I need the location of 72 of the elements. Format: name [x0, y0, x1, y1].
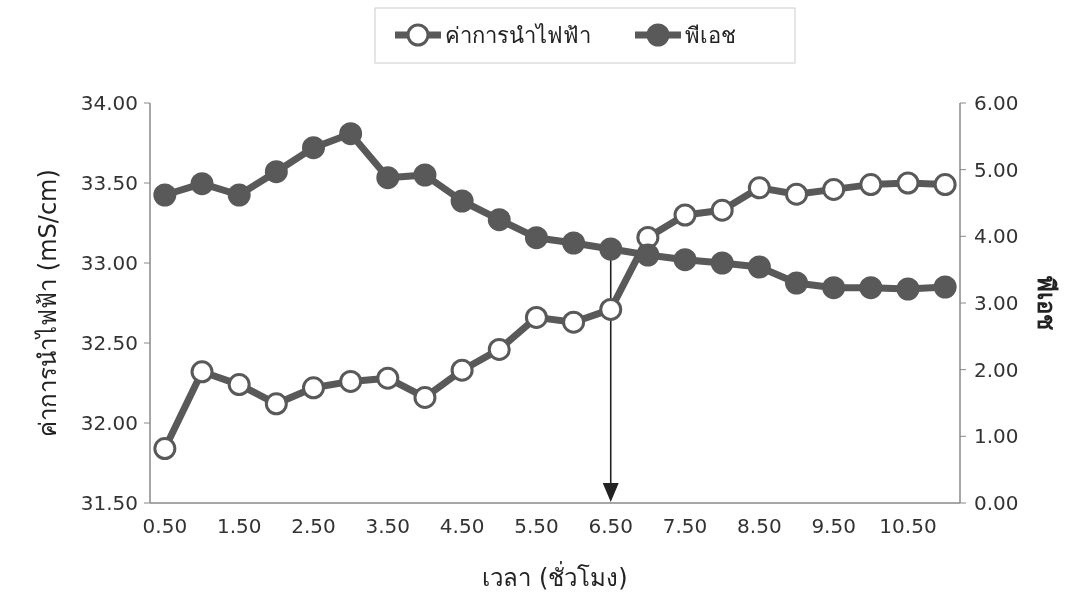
y-axis-title: ค่าการนำไฟฟ้า (mS/cm) [34, 169, 62, 437]
point [487, 337, 511, 361]
point [487, 208, 511, 232]
point [339, 122, 363, 146]
point [301, 376, 325, 400]
point [673, 248, 697, 272]
point [859, 173, 883, 197]
point [190, 172, 214, 196]
point [190, 360, 214, 384]
point [822, 276, 846, 300]
point [450, 358, 474, 382]
point [450, 189, 474, 213]
point [599, 297, 623, 321]
y2-tick-label: 4.00 [974, 224, 1019, 249]
point [673, 203, 697, 227]
point [562, 310, 586, 334]
x-tick-label: 6.50 [588, 514, 633, 538]
point [859, 276, 883, 300]
x-tick-label: 9.50 [811, 514, 856, 538]
y-tick-label: 31.50 [80, 491, 138, 515]
x-tick-label: 0.50 [142, 514, 188, 538]
point [636, 243, 660, 267]
point [301, 136, 325, 160]
point [376, 366, 400, 390]
y2-tick-label: 5.00 [974, 157, 1019, 182]
x-axis-title: เวลา (ชั่วโมง) [482, 561, 628, 592]
y-tick-label: 32.00 [80, 411, 138, 435]
point [264, 392, 288, 416]
x-tick-label: 4.50 [439, 514, 485, 538]
point [933, 173, 957, 197]
point [153, 183, 177, 207]
point [376, 166, 400, 190]
point [785, 271, 809, 295]
point [562, 231, 586, 255]
point [264, 160, 288, 184]
point [933, 275, 957, 299]
point [896, 277, 920, 301]
y2-tick-label: 3.00 [974, 291, 1019, 315]
y-tick-label: 33.50 [80, 171, 138, 195]
y2-axis-title: พีเอช [1032, 276, 1060, 330]
point [413, 385, 437, 409]
point [710, 251, 734, 275]
point [413, 163, 437, 187]
point [227, 373, 251, 397]
point [339, 369, 363, 393]
legend-label: ค่าการนำไฟฟ้า [445, 23, 591, 48]
x-tick-label: 3.50 [365, 514, 411, 538]
x-tick-label: 8.50 [737, 514, 782, 538]
y-tick-label: 33.00 [80, 251, 138, 275]
point [524, 226, 548, 250]
point [227, 183, 251, 207]
point [710, 198, 734, 222]
point [896, 171, 920, 195]
point [599, 237, 623, 261]
y-tick-label: 32.50 [80, 331, 138, 355]
point [524, 305, 548, 329]
x-tick-label: 5.50 [514, 514, 559, 538]
point [747, 255, 771, 279]
x-tick-label: 2.50 [291, 514, 336, 538]
y2-tick-label: 2.00 [974, 357, 1019, 382]
y2-tick-label: 6.00 [974, 91, 1019, 115]
y-tick-label: 34.00 [80, 91, 138, 115]
legend-label: พีเอช [685, 23, 736, 48]
x-tick-label: 10.50 [879, 514, 937, 538]
x-tick-label: 7.50 [662, 514, 708, 538]
point [822, 177, 846, 201]
point [747, 176, 771, 200]
y2-tick-label: 1.00 [974, 424, 1019, 449]
y2-tick-label: 0.00 [974, 491, 1019, 515]
point [153, 437, 177, 461]
point [785, 182, 809, 206]
x-tick-label: 1.50 [216, 514, 262, 538]
